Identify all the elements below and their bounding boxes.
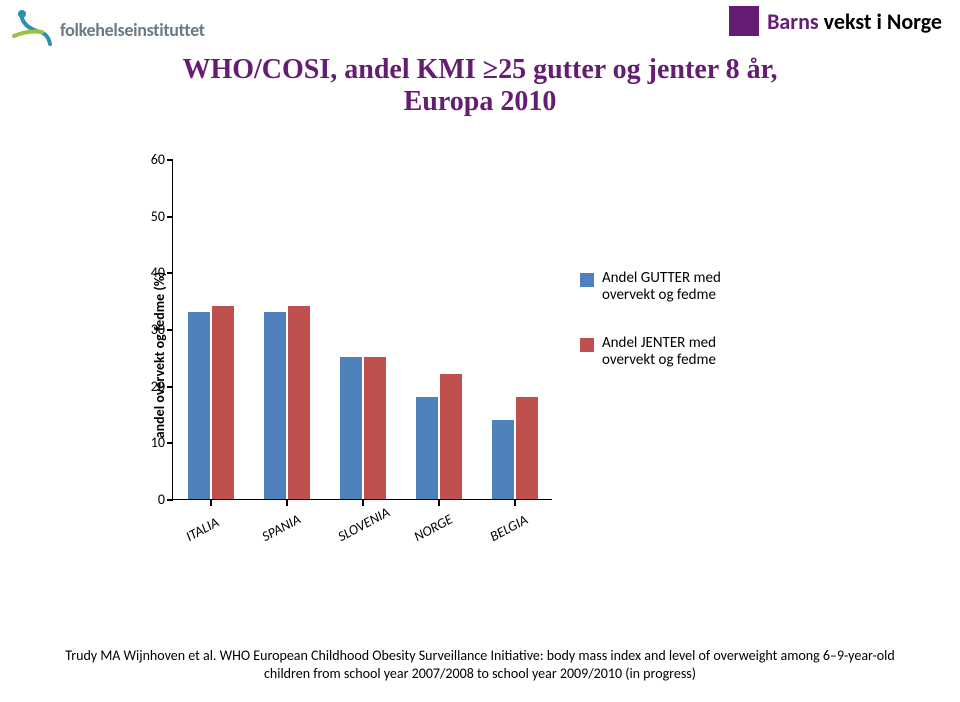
x-tick-label: ITALIA — [183, 514, 222, 545]
x-tick — [286, 500, 288, 506]
bar — [340, 357, 362, 499]
fhi-logo: folkehelseinstituttet — [12, 8, 205, 52]
y-tick — [167, 442, 173, 444]
y-tick — [167, 159, 173, 161]
bar — [188, 312, 210, 499]
x-tick-label: SLOVENIA — [335, 504, 393, 545]
x-tick — [362, 500, 364, 506]
bar — [516, 397, 538, 499]
legend-label: Andel JENTER med overvekt og fedme — [602, 335, 770, 370]
legend-item: Andel JENTER med overvekt og fedme — [580, 335, 770, 370]
y-tick-label: 0 — [135, 491, 165, 508]
bar — [264, 312, 286, 499]
fhi-logo-text: folkehelseinstituttet — [60, 19, 205, 41]
legend-label: Andel GUTTER med overvekt og fedme — [602, 270, 770, 305]
bar — [492, 420, 514, 499]
legend-swatch — [580, 273, 594, 287]
y-tick — [167, 272, 173, 274]
slide-title: WHO/COSI, andel KMI ≥25 gutter og jenter… — [90, 54, 870, 118]
barns-vekst-title: Barns vekst i Norge — [767, 8, 942, 35]
x-tick — [438, 500, 440, 506]
bar — [416, 397, 438, 499]
x-tick-label: BELGIA — [487, 511, 531, 545]
header-square-icon — [729, 6, 759, 36]
plot-area: 0102030405060ITALIASPANIASLOVENIANORGEBE… — [172, 160, 552, 500]
y-tick-label: 20 — [135, 378, 165, 395]
y-tick — [167, 216, 173, 218]
title-line1: WHO/COSI, andel KMI ≥25 gutter og jenter… — [90, 54, 870, 86]
bar — [288, 306, 310, 499]
x-tick-label: NORGE — [411, 511, 455, 545]
vekst-words: vekst i Norge — [824, 8, 942, 35]
fhi-logo-icon — [12, 8, 56, 52]
bar — [364, 357, 386, 499]
legend-swatch — [580, 338, 594, 352]
y-axis-label: andel overvekt og fedme (%) — [151, 272, 168, 439]
y-tick — [167, 386, 173, 388]
y-tick-label: 50 — [135, 208, 165, 225]
x-tick — [210, 500, 212, 506]
y-tick — [167, 329, 173, 331]
y-tick-label: 30 — [135, 321, 165, 338]
chart: andel overvekt og fedme (%) 010203040506… — [110, 150, 750, 560]
y-tick-label: 60 — [135, 151, 165, 168]
y-tick-label: 10 — [135, 434, 165, 451]
x-tick — [514, 500, 516, 506]
legend-item: Andel GUTTER med overvekt og fedme — [580, 270, 770, 305]
legend: Andel GUTTER med overvekt og fedme Andel … — [580, 270, 770, 399]
bar — [212, 306, 234, 499]
bar — [440, 374, 462, 499]
header-right: Barns vekst i Norge — [729, 6, 942, 36]
title-line2: Europa 2010 — [90, 86, 870, 118]
y-tick — [167, 499, 173, 501]
y-tick-label: 40 — [135, 264, 165, 281]
barns-word: Barns — [767, 8, 819, 35]
citation: Trudy MA Wijnhoven et al. WHO European C… — [60, 647, 900, 682]
x-tick-label: SPANIA — [259, 511, 304, 545]
